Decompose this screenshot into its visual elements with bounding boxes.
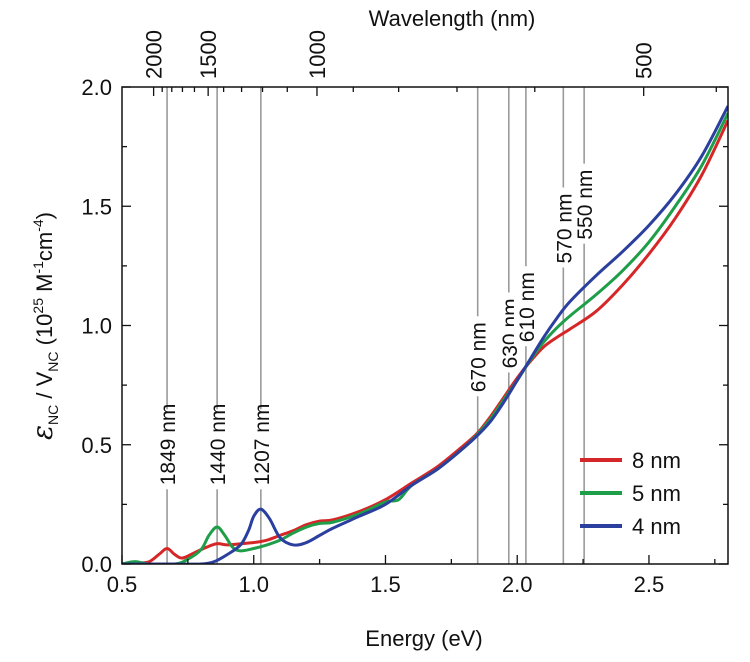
y-tick-label: 1.5 xyxy=(81,194,112,219)
y-tick-label: 2.0 xyxy=(81,75,112,100)
series-lines xyxy=(122,105,728,564)
top-axis-label: Wavelength (nm) xyxy=(369,6,536,31)
series-line-5-nm xyxy=(122,112,728,564)
legend-label: 8 nm xyxy=(632,448,681,473)
reference-label: 610 nm xyxy=(516,272,539,342)
reference-label-bg xyxy=(248,409,273,490)
y-label-mid: / V xyxy=(32,371,57,404)
y-axis-label: εNC / VNC (1025 M-1cm-4) xyxy=(26,212,61,440)
y-tick-label: 0.0 xyxy=(81,552,112,577)
y-label-exp3: -4 xyxy=(30,219,46,232)
reference-label-bg xyxy=(155,409,180,490)
y-tick-label: 1.0 xyxy=(81,314,112,339)
reference-label: 1440 nm xyxy=(207,404,230,486)
reference-label-bg xyxy=(572,163,597,244)
x-tick-label: 2.5 xyxy=(634,572,665,597)
y-label-close: ) xyxy=(32,212,57,219)
x-tick-label: 0.5 xyxy=(107,572,138,597)
reference-label-bg xyxy=(513,266,538,347)
reference-label: 570 nm xyxy=(553,193,576,263)
x-tick-label: 2.0 xyxy=(502,572,533,597)
x-axis-label: Energy (eV) xyxy=(365,626,482,651)
y-tick-label: 0.5 xyxy=(81,433,112,458)
y-label-open: (10 xyxy=(32,314,57,352)
series-line-4-nm xyxy=(122,105,728,564)
legend-label: 5 nm xyxy=(632,481,681,506)
reference-label: 1207 nm xyxy=(251,404,274,486)
y-label-unit1: M xyxy=(32,274,57,298)
reference-label-bg xyxy=(551,187,576,268)
legend: 8 nm 5 nm 4 nm xyxy=(580,448,681,539)
legend-label: 4 nm xyxy=(632,514,681,539)
y-label-exp1: 25 xyxy=(30,298,46,314)
top-tick-label: 1000 xyxy=(305,30,330,79)
reference-label: 550 nm xyxy=(574,170,597,240)
y-label-mid-sub: NC xyxy=(45,352,61,372)
y-label-exp2: -1 xyxy=(30,261,46,274)
x-tick-label: 1.5 xyxy=(370,572,401,597)
reference-label-bg xyxy=(205,409,230,490)
series-line-8-nm xyxy=(122,119,728,564)
reference-label: 1849 nm xyxy=(157,404,180,486)
reference-label-bg xyxy=(465,316,490,397)
y-label-symbol: ε xyxy=(26,425,59,440)
x-tick-label: 1.0 xyxy=(238,572,269,597)
top-tick-label: 2000 xyxy=(142,30,167,79)
reference-label: 670 nm xyxy=(468,322,491,392)
top-tick-label: 500 xyxy=(632,42,657,79)
y-label-unit2: cm xyxy=(32,232,57,261)
top-tick-label: 1500 xyxy=(196,30,221,79)
y-label-symbol-sub: NC xyxy=(45,405,61,425)
